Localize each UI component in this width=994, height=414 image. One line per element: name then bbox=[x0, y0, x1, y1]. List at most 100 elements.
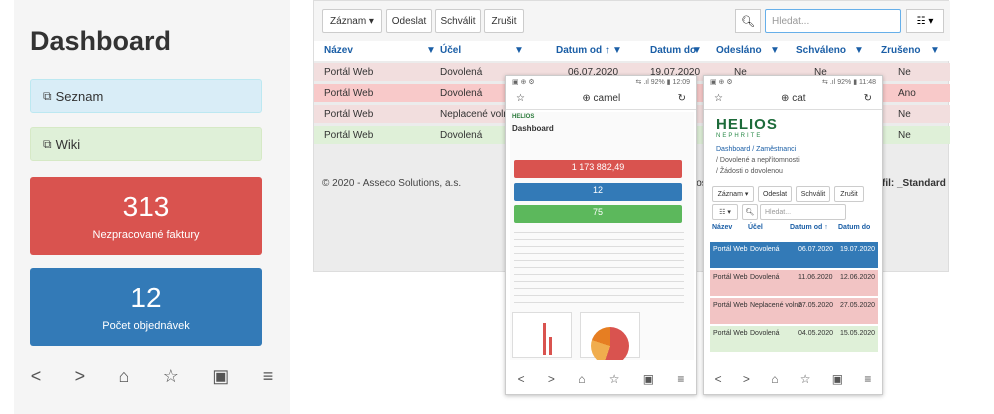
odeslat-button[interactable]: Odeslat bbox=[386, 9, 432, 33]
view-toggle-button[interactable]: ☷ ▾ bbox=[906, 9, 944, 33]
bar-chart bbox=[512, 312, 572, 358]
home-icon[interactable]: ⌂ bbox=[578, 372, 586, 386]
filter-icon[interactable]: ▼ bbox=[426, 45, 436, 56]
bookmark-icon[interactable]: ☆ bbox=[162, 365, 179, 386]
col-datum-od[interactable]: Datum od ↑ bbox=[790, 224, 828, 231]
forward-icon[interactable]: > bbox=[742, 372, 750, 386]
cell-nazev: Portál Web bbox=[713, 274, 748, 281]
odeslat-button[interactable]: Odeslat bbox=[758, 186, 792, 202]
helios-logo: HELIOS NEPHRITE bbox=[716, 116, 778, 139]
table-row[interactable]: Portál Web Neplacené volno 27.05.2020 27… bbox=[710, 298, 878, 324]
tabs-icon[interactable]: ▣ bbox=[212, 365, 230, 386]
zrusit-button[interactable]: Zrušit bbox=[484, 9, 524, 33]
schvalit-button[interactable]: Schválit bbox=[435, 9, 481, 33]
view-toggle-button[interactable]: ☷ ▾ bbox=[712, 204, 738, 220]
order-count-tile[interactable]: 12 Počet objednávek bbox=[30, 268, 262, 346]
menu-icon[interactable]: ≡ bbox=[677, 372, 685, 386]
page-title: Dashboard bbox=[30, 26, 172, 56]
cell-datum-od: 11.06.2020 bbox=[798, 274, 833, 281]
cell-datum-od: 27.05.2020 bbox=[798, 302, 834, 309]
search-input[interactable]: Hledat... bbox=[765, 9, 901, 33]
logo-text: HELIOS bbox=[716, 116, 778, 133]
reload-icon[interactable]: ↻ bbox=[863, 93, 872, 104]
col-schvaleno[interactable]: Schváleno bbox=[796, 45, 847, 56]
table-header: Název ▼ Účel ▼ Datum od ↑ ▼ Datum do ▼ O… bbox=[314, 41, 950, 61]
back-icon[interactable]: < bbox=[517, 372, 525, 386]
invoices-bar[interactable]: 1 173 882,49 bbox=[514, 160, 682, 178]
page-content: HELIOS Dashboard 1 173 882,49 12 75 bbox=[510, 112, 694, 360]
col-nazev[interactable]: Název bbox=[324, 45, 353, 56]
status-bar: ▣ ⊕ ⚙ ⇆ .ıl 92% ▮ 12:09 bbox=[506, 76, 696, 88]
forward-icon[interactable]: > bbox=[74, 365, 86, 386]
home-icon[interactable]: ⌂ bbox=[118, 365, 130, 386]
col-ucel[interactable]: Účel bbox=[440, 45, 462, 56]
col-ucel[interactable]: Účel bbox=[748, 224, 763, 231]
zrusit-button[interactable]: Zrušit bbox=[834, 186, 864, 202]
filter-icon[interactable]: ▼ bbox=[930, 45, 940, 56]
tile-value: 12 bbox=[130, 282, 162, 313]
menu-icon[interactable]: ≡ bbox=[262, 365, 274, 386]
requests-bar[interactable]: 75 bbox=[514, 205, 682, 223]
filter-icon[interactable]: ▼ bbox=[612, 45, 622, 56]
col-datum-od[interactable]: Datum od ↑ bbox=[556, 45, 610, 56]
col-odeslano[interactable]: Odesláno bbox=[716, 45, 762, 56]
zaznam-dropdown[interactable]: Záznam ▾ bbox=[322, 9, 382, 33]
wiki-link[interactable]: ⧉ Wiki bbox=[30, 127, 262, 161]
menu-icon[interactable]: ≡ bbox=[864, 372, 872, 386]
filter-icon[interactable]: ▼ bbox=[692, 45, 702, 56]
address-bar[interactable]: ☆ ⊕ camel ↻ bbox=[506, 88, 696, 110]
breadcrumb-1[interactable]: Dashboard / Zaměstnanci bbox=[716, 146, 797, 153]
cell-zruseno: Ano bbox=[898, 88, 916, 99]
right-phone-screen: ▣ ⊕ ⚙ ⇆ .ıl 92% ▮ 11:48 ☆ ⊕ cat ↻ HELIOS… bbox=[703, 75, 883, 395]
search-icon[interactable]: 🔍︎ bbox=[742, 204, 758, 220]
cell-schvaleno: Ne bbox=[814, 67, 827, 78]
cell-zruseno: Ne bbox=[898, 109, 911, 120]
browser-nav-bar: < > ⌂ ☆ ▣ ≡ bbox=[704, 364, 882, 394]
bookmark-icon[interactable]: ☆ bbox=[608, 372, 620, 386]
back-icon[interactable]: < bbox=[714, 372, 722, 386]
logo-sub: NEPHRITE bbox=[716, 133, 763, 139]
cell-zruseno: Ne bbox=[898, 130, 911, 141]
cell-datum-do: 27.05.2020 bbox=[840, 302, 876, 309]
zaznam-dropdown[interactable]: Záznam ▾ bbox=[712, 186, 754, 202]
cell-datum-do: 15.05.2020 bbox=[840, 330, 876, 337]
external-link-icon: ⧉ bbox=[43, 88, 52, 103]
address-text: ⊕ cat bbox=[781, 93, 806, 104]
forward-icon[interactable]: > bbox=[547, 372, 555, 386]
filter-icon[interactable]: ▼ bbox=[770, 45, 780, 56]
tabs-icon[interactable]: ▣ bbox=[831, 372, 844, 386]
search-icon[interactable]: 🔍︎ bbox=[735, 9, 761, 33]
cell-nazev: Portál Web bbox=[713, 246, 748, 253]
search-input[interactable]: Hledat... bbox=[760, 204, 846, 220]
star-icon[interactable]: ☆ bbox=[714, 93, 723, 104]
breadcrumb-2[interactable]: / Dovolené a nepřítomnosti bbox=[716, 157, 800, 164]
filter-icon[interactable]: ▼ bbox=[854, 45, 864, 56]
col-zruseno[interactable]: Zrušeno bbox=[881, 45, 921, 56]
back-icon[interactable]: < bbox=[30, 365, 42, 386]
table-row[interactable]: Portál Web Dovolená 11.06.2020 12.06.202… bbox=[710, 270, 878, 296]
col-datum-do[interactable]: Datum do bbox=[650, 45, 697, 56]
cell-nazev: Portál Web bbox=[324, 88, 374, 99]
tabs-icon[interactable]: ▣ bbox=[642, 372, 655, 386]
seznam-link-label: Seznam bbox=[55, 88, 104, 104]
col-datum-do[interactable]: Datum do bbox=[838, 224, 871, 231]
cell-ucel: Dovolená bbox=[750, 330, 780, 337]
col-nazev[interactable]: Název bbox=[712, 224, 733, 231]
address-bar[interactable]: ☆ ⊕ cat ↻ bbox=[704, 88, 882, 110]
filter-icon[interactable]: ▼ bbox=[514, 45, 524, 56]
seznam-link[interactable]: ⧉ Seznam bbox=[30, 79, 262, 113]
cell-datum-od: 04.05.2020 bbox=[798, 330, 834, 337]
status-icons: ▣ ⊕ ⚙ bbox=[710, 79, 733, 86]
reload-icon[interactable]: ↻ bbox=[677, 93, 686, 104]
bookmark-icon[interactable]: ☆ bbox=[799, 372, 811, 386]
schvalit-button[interactable]: Schválit bbox=[796, 186, 830, 202]
star-icon[interactable]: ☆ bbox=[516, 93, 525, 104]
address-text: ⊕ camel bbox=[582, 93, 621, 104]
table-row[interactable]: Portál Web Dovolená 06.07.2020 19.07.202… bbox=[710, 242, 878, 268]
home-icon[interactable]: ⌂ bbox=[771, 372, 779, 386]
status-bar: ▣ ⊕ ⚙ ⇆ .ıl 92% ▮ 11:48 bbox=[704, 76, 882, 88]
cell-nazev: Portál Web bbox=[324, 130, 374, 141]
orders-bar[interactable]: 12 bbox=[514, 183, 682, 201]
unprocessed-invoices-tile[interactable]: 313 Nezpracované faktury bbox=[30, 177, 262, 255]
table-row[interactable]: Portál Web Dovolená 04.05.2020 15.05.202… bbox=[710, 326, 878, 352]
